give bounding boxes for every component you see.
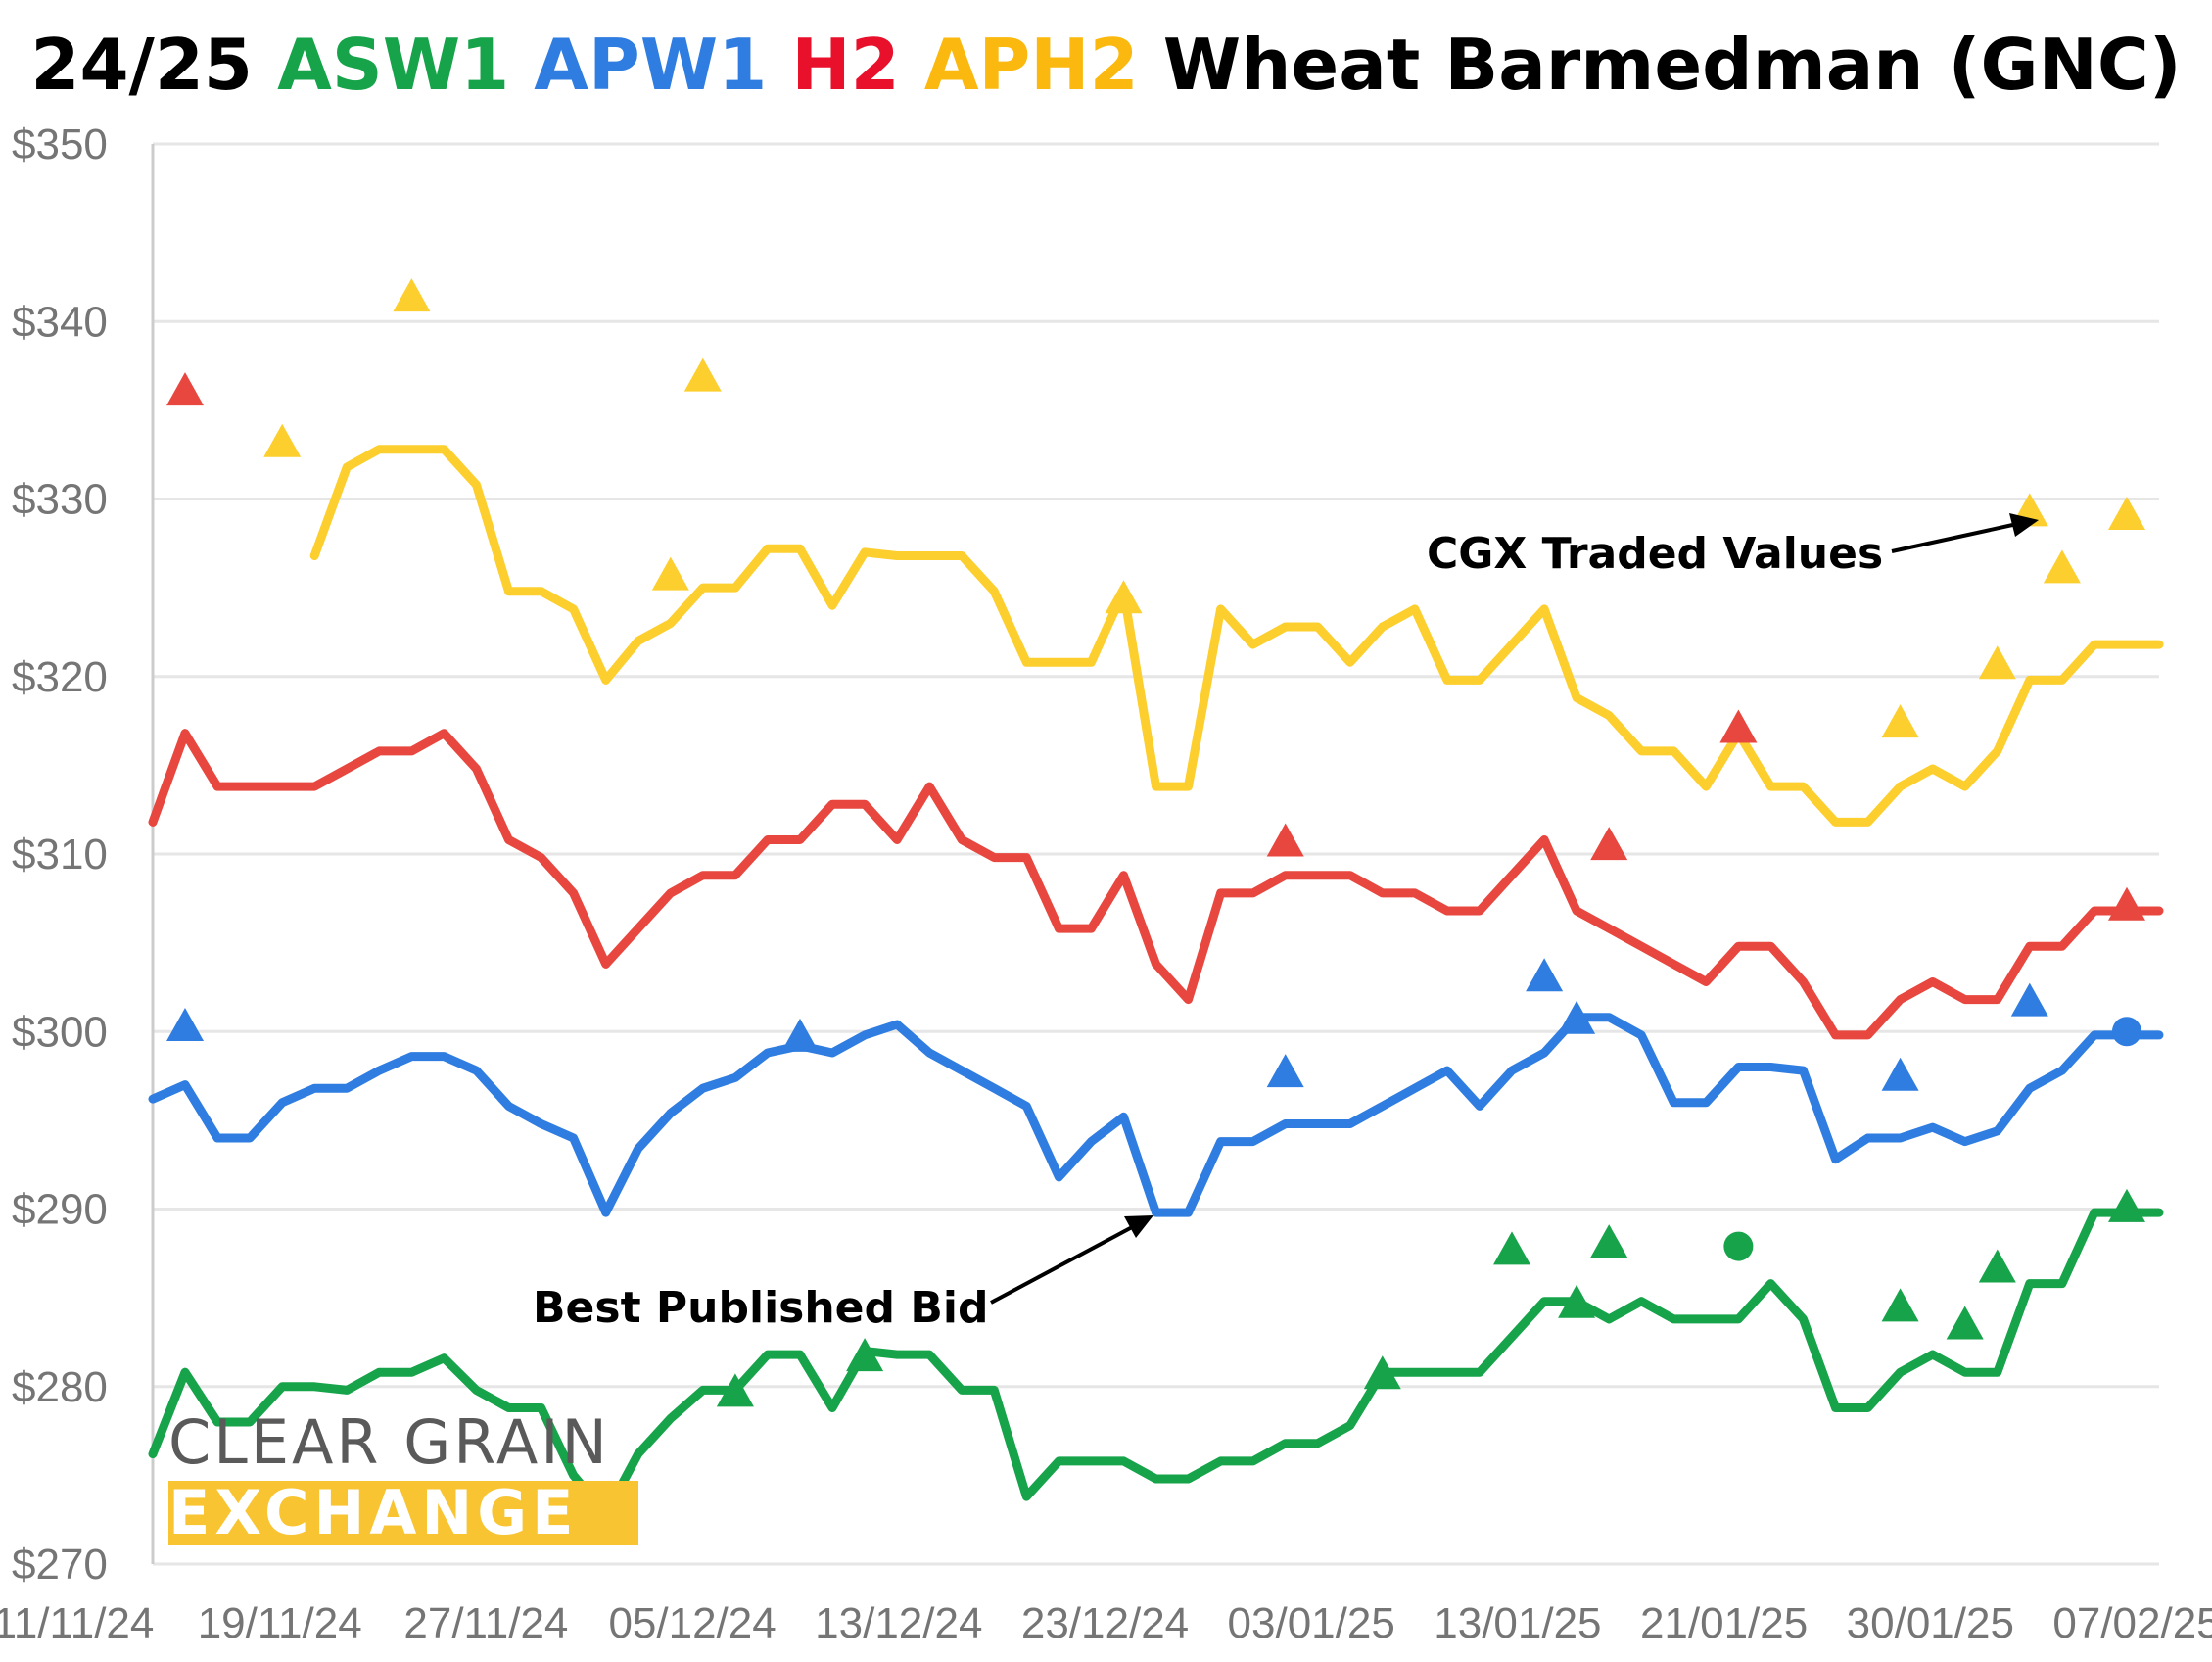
- traded-marker-aph2: [683, 357, 722, 392]
- traded-marker-h2: [1266, 823, 1304, 857]
- x-tick-label: 11/11/24: [0, 1599, 154, 1647]
- y-axis-ticks: $270 $280 $290 $300 $310 $320 $330 $340 $350: [12, 120, 108, 1589]
- title-apw1: APW1: [534, 24, 768, 106]
- gridlines: [151, 142, 2159, 1566]
- x-tick-label: 21/01/25: [1640, 1599, 1808, 1647]
- y-tick-label: $320: [12, 653, 108, 701]
- traded-marker-h2: [1719, 709, 1758, 743]
- title-asw1: ASW1: [277, 24, 510, 106]
- traded-marker-apw1: [1881, 1057, 1919, 1091]
- x-tick-label: 13/01/25: [1434, 1599, 1601, 1647]
- chart-title: 24/25 ASW1 APW1 H2 APH2 Wheat Barmedman …: [0, 18, 2212, 112]
- series-line-aph2: [309, 445, 2164, 827]
- y-tick-label: $330: [12, 476, 108, 524]
- traded-marker-apw1: [1266, 1054, 1304, 1088]
- annotation-bid-arrow: [990, 1224, 1135, 1305]
- x-tick-label: 03/01/25: [1228, 1599, 1395, 1647]
- title-suffix: Wheat Barmedman (GNC): [1162, 24, 2182, 106]
- traded-marker-aph2: [2043, 549, 2081, 584]
- traded-marker-asw1: [1558, 1284, 1596, 1318]
- traded-marker-h2: [166, 372, 204, 406]
- annotation-traded-arrow: [1891, 522, 2018, 553]
- x-axis-ticks: 11/11/24 19/11/24 27/11/24 05/12/24 13/12/24…: [0, 1599, 2212, 1647]
- title-prefix: 24/25: [30, 24, 254, 106]
- traded-marker-asw1: [846, 1338, 884, 1372]
- x-tick-label: 13/12/24: [815, 1599, 982, 1647]
- y-tick-label: $340: [12, 298, 108, 346]
- traded-marker-apw1: [781, 1018, 819, 1052]
- annotation-traded-arrowhead: [2009, 513, 2039, 537]
- annotation-bid-arrowhead: [1124, 1215, 1153, 1238]
- x-tick-label: 27/11/24: [403, 1599, 568, 1647]
- x-tick-label: 07/02/25: [2052, 1599, 2212, 1647]
- logo-line-2: EXCHANGE: [168, 1481, 638, 1545]
- traded-marker-apw1: [1558, 1000, 1596, 1034]
- y-tick-label: $350: [12, 120, 108, 168]
- x-tick-label: 30/01/25: [1847, 1599, 2014, 1647]
- y-tick-label: $270: [12, 1541, 108, 1589]
- y-tick-label: $310: [12, 831, 108, 878]
- y-tick-label: $280: [12, 1363, 108, 1411]
- traded-marker-aph2: [393, 278, 431, 312]
- traded-markers: [166, 278, 2145, 1407]
- title-aph2: APH2: [923, 24, 1139, 106]
- series-line-apw1: [148, 1013, 2164, 1217]
- traded-marker-asw1: [1590, 1224, 1628, 1258]
- traded-marker-asw1: [1723, 1231, 1754, 1261]
- logo-line-1: CLEAR GRAIN: [168, 1406, 610, 1478]
- traded-marker-apw1: [2111, 1017, 2141, 1047]
- traded-marker-asw1: [1493, 1231, 1530, 1265]
- traded-marker-h2: [2108, 886, 2145, 921]
- traded-marker-asw1: [1946, 1306, 1984, 1340]
- y-tick-label: $300: [12, 1008, 108, 1056]
- traded-marker-aph2: [2108, 497, 2145, 530]
- title-h2: H2: [791, 24, 900, 106]
- traded-marker-aph2: [1881, 704, 1919, 738]
- clear-grain-exchange-logo: CLEAR GRAIN EXCHANGE: [168, 1408, 638, 1545]
- traded-marker-apw1: [2010, 982, 2048, 1017]
- traded-marker-aph2: [1978, 645, 2016, 680]
- traded-marker-h2: [1590, 827, 1628, 861]
- x-tick-label: 05/12/24: [608, 1599, 776, 1647]
- traded-marker-apw1: [1526, 958, 1564, 992]
- series-lines: [148, 445, 2164, 1519]
- traded-marker-aph2: [263, 423, 302, 457]
- traded-marker-aph2: [651, 556, 689, 591]
- annotation-best-bid: Best Published Bid: [533, 1283, 988, 1333]
- traded-marker-asw1: [1978, 1249, 2016, 1283]
- annotations: CGX Traded Values Best Published Bid: [533, 513, 2039, 1333]
- x-tick-label: 23/12/24: [1021, 1599, 1189, 1647]
- series-line-h2: [148, 729, 2164, 1040]
- annotation-traded-values: CGX Traded Values: [1427, 529, 1883, 579]
- series-line-asw1: [148, 1208, 2164, 1519]
- traded-marker-asw1: [716, 1373, 754, 1407]
- x-tick-label: 19/11/24: [198, 1599, 362, 1647]
- traded-marker-asw1: [2108, 1188, 2145, 1222]
- y-tick-label: $290: [12, 1186, 108, 1234]
- traded-marker-apw1: [166, 1008, 204, 1041]
- traded-marker-asw1: [1881, 1288, 1919, 1322]
- traded-marker-asw1: [1363, 1355, 1401, 1390]
- traded-marker-aph2: [1105, 580, 1143, 614]
